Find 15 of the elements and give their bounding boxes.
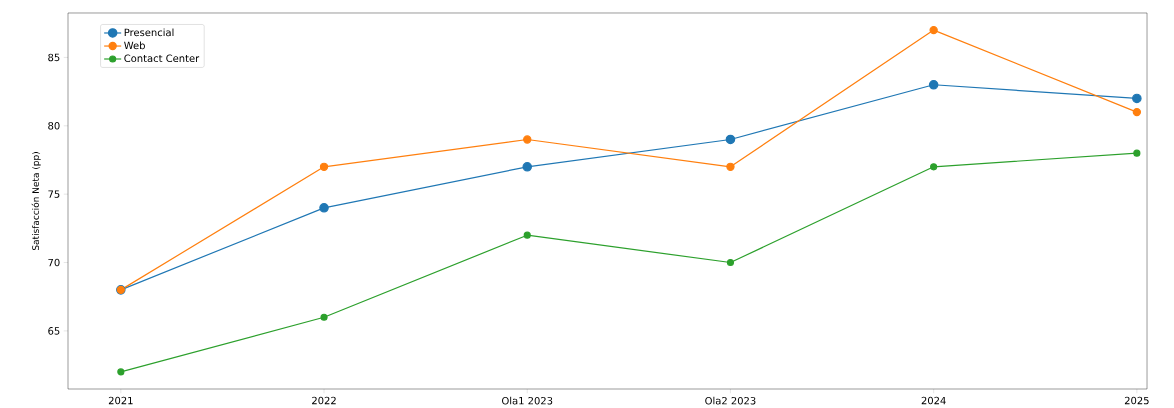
x-tick-label: 2025 bbox=[1124, 396, 1149, 405]
y-tick-label: 75 bbox=[48, 190, 60, 198]
y-tick-label: 85 bbox=[48, 53, 60, 62]
x-tick-label: 2024 bbox=[921, 396, 946, 405]
x-tick-label: 2021 bbox=[108, 396, 133, 405]
legend-label: Web bbox=[124, 41, 145, 50]
legend-label: Presencial bbox=[124, 28, 174, 37]
legend-label: Contact Center bbox=[124, 54, 200, 63]
x-tick-label: Ola1 2023 bbox=[502, 396, 553, 405]
y-axis-title: Satisfacción Neta (pp) bbox=[31, 152, 41, 251]
x-tick-label: Ola2 2023 bbox=[705, 396, 756, 405]
y-tick-label: 65 bbox=[48, 327, 60, 335]
y-tick-label: 80 bbox=[48, 122, 60, 130]
y-tick-label: 70 bbox=[48, 258, 60, 267]
x-tick-label: 2022 bbox=[312, 396, 336, 405]
